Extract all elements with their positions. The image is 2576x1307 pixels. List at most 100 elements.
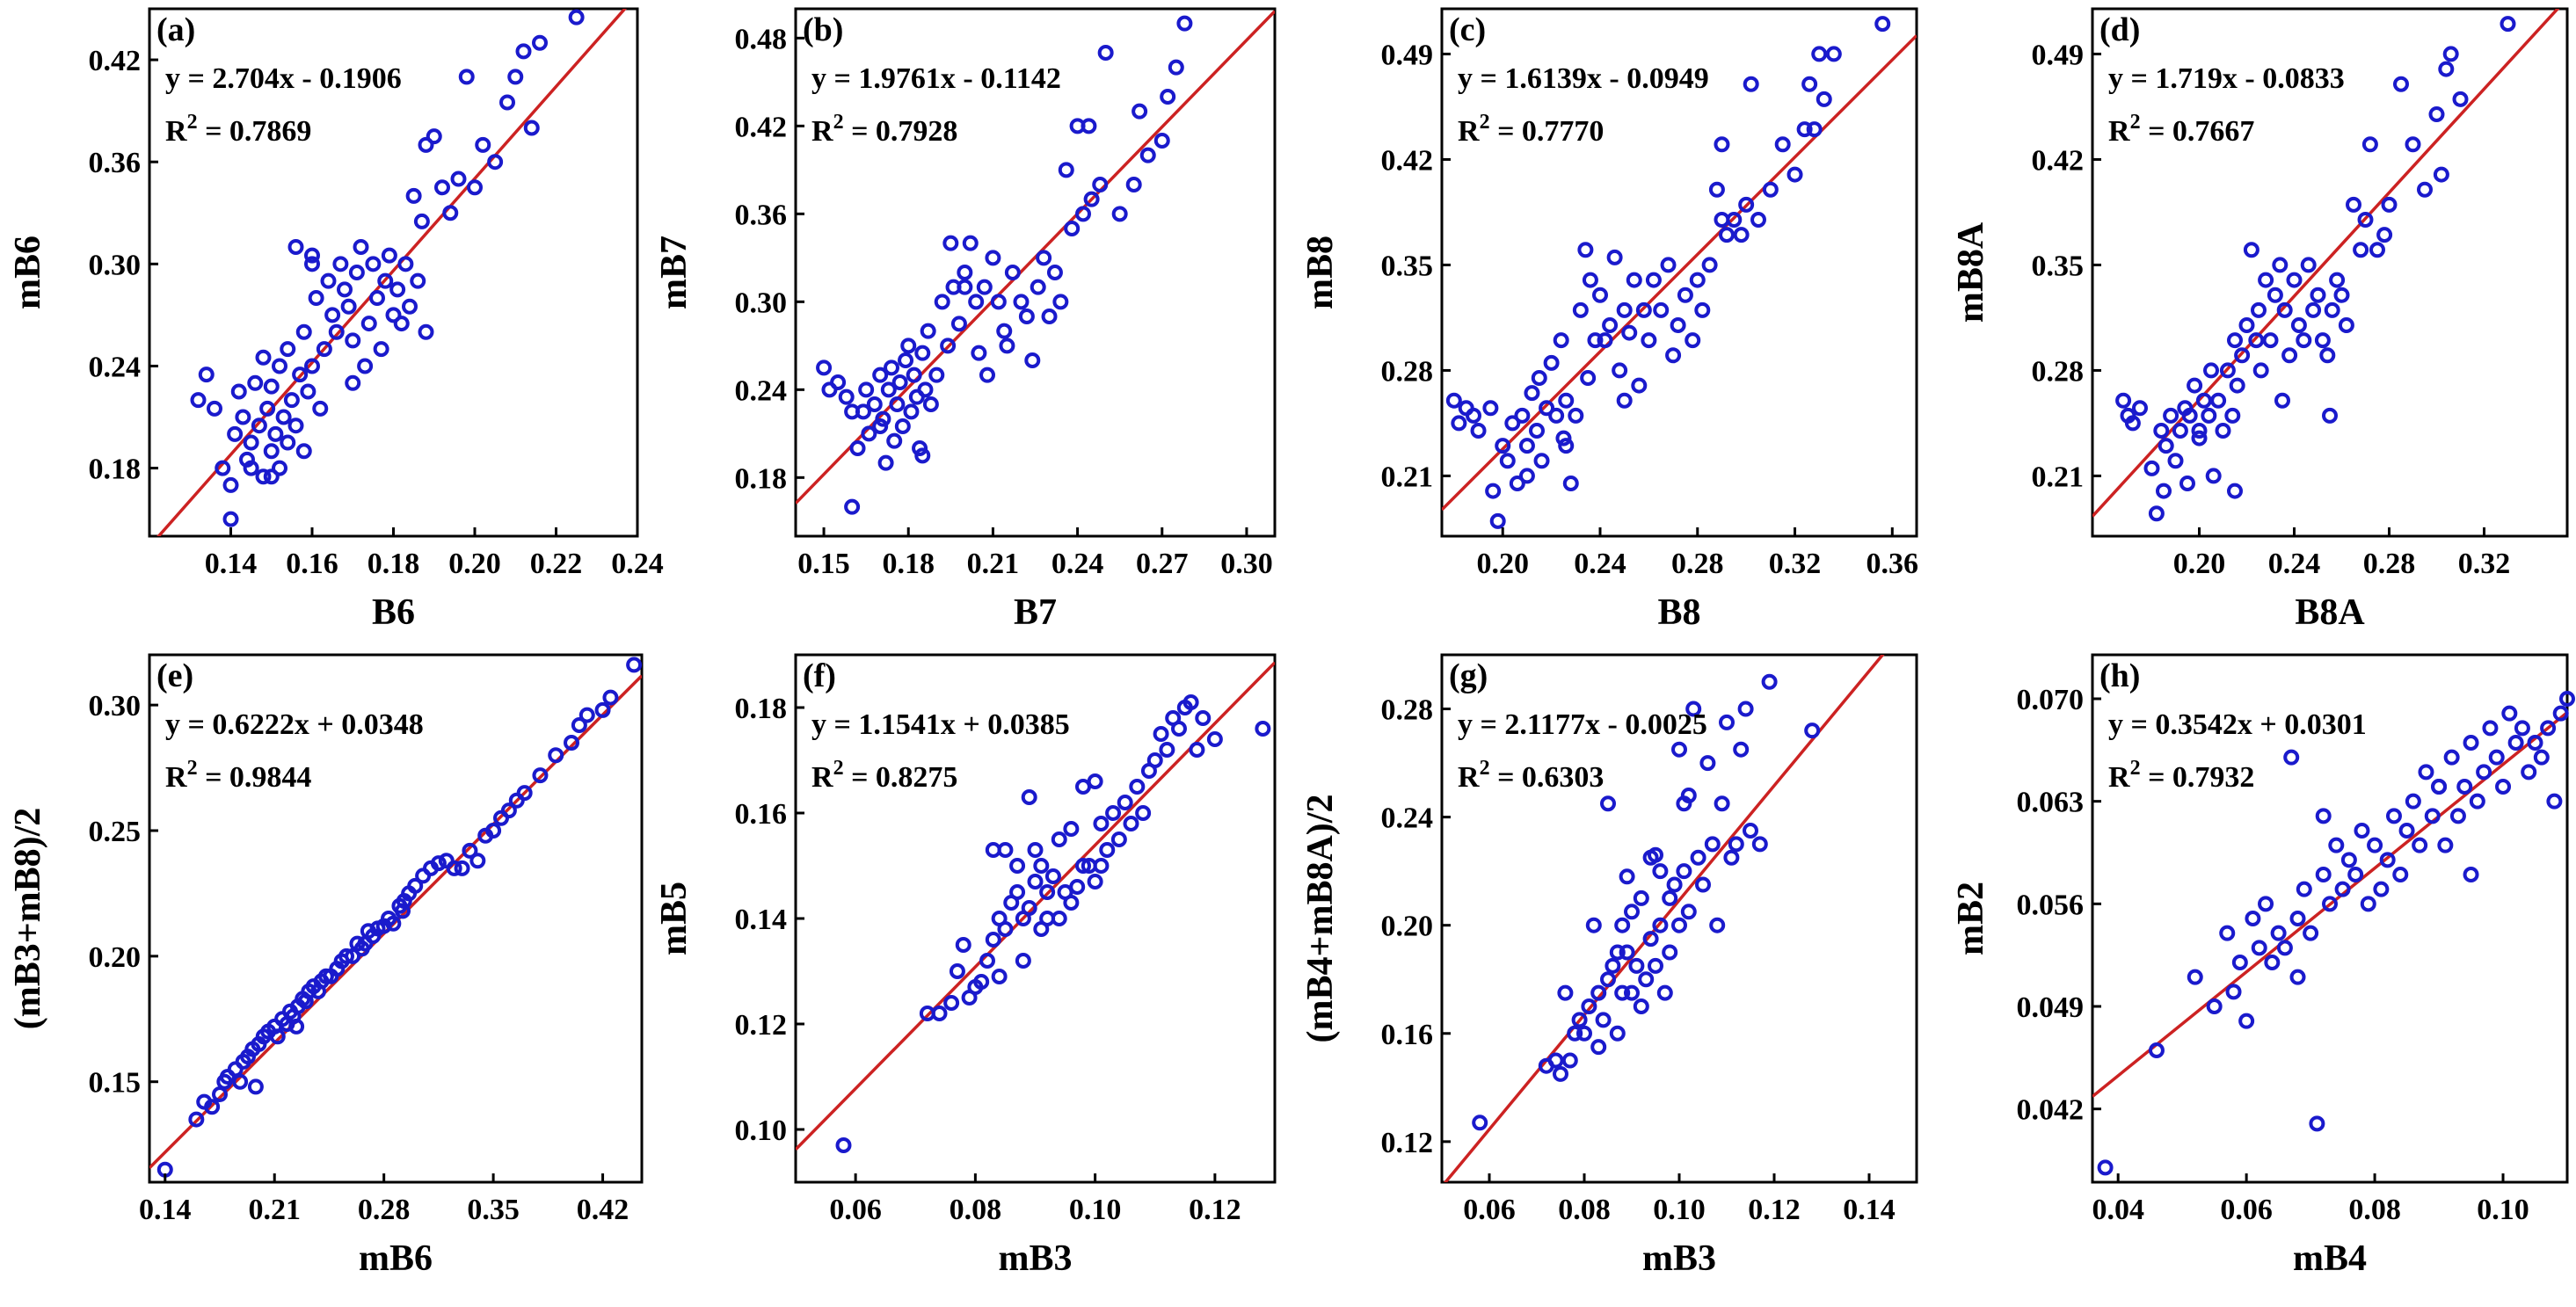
panel-d: 0.20 0.24 0.28 0.32 0.21 0.28 0.35 0.42 0.49 B8A m… bbox=[1951, 7, 2569, 633]
panel-d-point bbox=[2329, 272, 2346, 288]
panel-a-point bbox=[295, 443, 312, 460]
panel-h-point bbox=[2418, 764, 2434, 781]
panel-d-panel-letter: (d) bbox=[2099, 11, 2140, 48]
panel-g-point bbox=[1804, 722, 1821, 739]
panel-c-y-tick-label: 0.35 bbox=[1381, 250, 1434, 282]
panel-d-point bbox=[2272, 257, 2289, 273]
panel-c-x-tick-label: 0.28 bbox=[1671, 548, 1724, 580]
panel-b-point bbox=[1168, 59, 1184, 76]
panel-a-point bbox=[222, 476, 239, 493]
panel-f-point bbox=[1044, 868, 1061, 884]
panel-b-point bbox=[971, 345, 987, 361]
panel-b-point bbox=[1176, 15, 1193, 32]
panel-c-point bbox=[1539, 400, 1555, 417]
panel-h-point bbox=[2501, 705, 2518, 722]
panel-g-point bbox=[1671, 741, 1687, 758]
panel-d-point bbox=[2156, 483, 2172, 499]
panel-e-y-tick-label: 0.15 bbox=[89, 1067, 142, 1100]
panel-b-point bbox=[1004, 265, 1021, 280]
panel-b-point bbox=[830, 374, 847, 390]
panel-h-point bbox=[2514, 720, 2530, 737]
panel-g-point bbox=[1652, 917, 1669, 933]
panel-a-point bbox=[389, 281, 406, 298]
panel-a-point bbox=[198, 367, 215, 383]
panel-g-point bbox=[1680, 904, 1697, 920]
panel-e-point bbox=[564, 735, 579, 751]
panel-a-point bbox=[418, 323, 434, 340]
panel-e-x-axis-label: mB6 bbox=[359, 1238, 433, 1279]
panel-h-point bbox=[2385, 808, 2402, 824]
panel-c-r-squared: R2 = 0.7770 bbox=[1458, 111, 1604, 148]
panel-a-point bbox=[381, 247, 397, 264]
panel-d-point bbox=[2338, 317, 2354, 333]
panel-c-y-tick-label: 0.49 bbox=[1381, 39, 1434, 71]
panel-b-point bbox=[903, 403, 920, 420]
panel-c-point bbox=[1572, 301, 1589, 318]
panel-d-point bbox=[2172, 423, 2188, 439]
panel-g-point bbox=[1662, 944, 1678, 961]
panel-c-point bbox=[1606, 249, 1623, 265]
panel-b-x-tick-label: 0.15 bbox=[797, 548, 850, 580]
panel-f-point bbox=[997, 921, 1014, 937]
panel-c-point bbox=[1616, 392, 1633, 409]
panel-a-point bbox=[410, 272, 426, 289]
panel-b-point bbox=[996, 323, 1013, 339]
panel-d-point bbox=[2115, 392, 2132, 409]
panel-g-x-tick-label: 0.10 bbox=[1653, 1194, 1706, 1226]
panel-b-x-tick-label: 0.27 bbox=[1136, 548, 1189, 580]
panel-c-point bbox=[1499, 453, 1516, 469]
panel-d-y-tick-label: 0.28 bbox=[2032, 355, 2085, 388]
panel-b-point bbox=[844, 403, 861, 420]
panel-g-point bbox=[1472, 1115, 1488, 1131]
panel-f-point bbox=[1069, 879, 1086, 895]
panel-d-point bbox=[2132, 400, 2148, 417]
panel-a-point bbox=[272, 460, 287, 476]
panel-h-point bbox=[2238, 1013, 2255, 1029]
panel-h-y-tick-label: 0.042 bbox=[2017, 1094, 2085, 1127]
panel-a-point bbox=[227, 425, 244, 442]
panel-h-point bbox=[2276, 940, 2293, 956]
panel-b-point bbox=[1139, 147, 1156, 163]
panel-a-point bbox=[385, 307, 402, 323]
panel-h-point bbox=[2303, 925, 2319, 941]
panel-f-point bbox=[1033, 858, 1050, 874]
panel-b-point bbox=[1075, 206, 1091, 222]
panel-d-point bbox=[2442, 46, 2459, 62]
panel-c-point bbox=[1631, 377, 1648, 394]
panel-a-y-tick-label: 0.42 bbox=[89, 45, 142, 77]
panel-b-point bbox=[979, 367, 995, 383]
panel-g-point bbox=[1648, 846, 1663, 863]
panel-f-r-squared: R2 = 0.8275 bbox=[811, 757, 957, 794]
panel-c-point bbox=[1529, 423, 1545, 439]
panel-c-point bbox=[1714, 212, 1730, 228]
panel-g-r-squared: R2 = 0.6303 bbox=[1458, 757, 1604, 794]
panel-f-point bbox=[1033, 921, 1050, 937]
panel-g-panel-letter: (g) bbox=[1449, 657, 1488, 694]
panel-f-y-tick-label: 0.12 bbox=[735, 1009, 788, 1042]
panel-g-fit-line bbox=[1443, 655, 1885, 1182]
panel-d-point bbox=[2227, 483, 2243, 499]
panel-g-point bbox=[1671, 917, 1687, 933]
panel-d-point bbox=[2258, 272, 2274, 288]
panel-d-point bbox=[2153, 423, 2170, 439]
panel-a-point bbox=[280, 341, 296, 358]
panel-f-point bbox=[1051, 831, 1067, 847]
panel-b-x-tick-label: 0.24 bbox=[1052, 548, 1104, 580]
panel-a-point bbox=[304, 358, 320, 374]
panel-e-point bbox=[204, 1099, 221, 1115]
panel-f-point bbox=[1105, 805, 1122, 821]
panel-a-point bbox=[295, 323, 312, 340]
panel-d-point bbox=[2215, 423, 2231, 439]
panel-h-point bbox=[2296, 881, 2312, 897]
panel-c-point bbox=[1612, 362, 1628, 379]
panel-c-point bbox=[1470, 423, 1487, 439]
panel-a-point bbox=[434, 179, 450, 196]
panel-g-point bbox=[1609, 1025, 1626, 1042]
panel-g-point bbox=[1633, 998, 1649, 1014]
panel-h-x-tick-label: 0.06 bbox=[2220, 1194, 2273, 1226]
panel-g-x-tick-label: 0.06 bbox=[1463, 1194, 1516, 1226]
panel-e-point bbox=[602, 689, 619, 706]
panel-b-point bbox=[861, 425, 877, 442]
panel-e-point bbox=[338, 948, 354, 964]
panel-b-y-tick-label: 0.48 bbox=[735, 23, 788, 55]
